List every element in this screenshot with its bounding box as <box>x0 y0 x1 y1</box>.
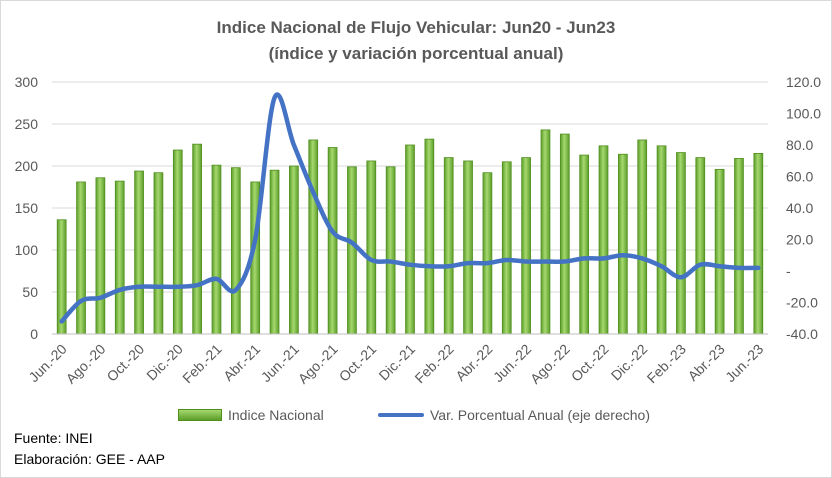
legend-bars: Indice Nacional <box>178 407 324 423</box>
y-left-tick-label: 50 <box>22 284 38 300</box>
bar <box>656 145 667 335</box>
legend-bar-swatch <box>178 409 222 421</box>
x-tick-label: Feb.-23 <box>644 341 690 387</box>
bar <box>598 145 609 335</box>
y-right-tick-label: -40.0 <box>786 326 818 342</box>
bar <box>463 160 473 335</box>
bar <box>676 152 686 335</box>
credit-note: Elaboración: GEE - AAP <box>14 451 165 467</box>
bar <box>501 161 512 335</box>
x-tick-label: Oct.-22 <box>568 341 612 385</box>
bar <box>269 169 280 335</box>
bar <box>405 144 415 335</box>
bar <box>443 157 454 335</box>
x-tick-label: Jun.-23 <box>722 341 766 385</box>
y-left-tick-label: 0 <box>30 326 38 342</box>
x-tick-label: Abr.-21 <box>220 341 263 384</box>
x-tick-label: Feb.-22 <box>411 341 457 387</box>
x-tick-label: Feb.-21 <box>179 341 225 387</box>
x-tick-label: Ago.-21 <box>295 341 341 387</box>
y-left-tick-label: 250 <box>15 116 39 132</box>
x-tick-label: Oct.-20 <box>103 341 147 385</box>
bar <box>289 165 299 335</box>
variation-line <box>59 92 761 324</box>
bar <box>308 139 319 335</box>
legend-line: Var. Porcentual Anual (eje derecho) <box>378 407 650 423</box>
bar <box>579 154 590 335</box>
bar <box>192 143 202 335</box>
y-right-tick-label: -20.0 <box>786 295 818 311</box>
y-left-tick-label: 300 <box>15 74 39 90</box>
bar <box>618 153 628 335</box>
x-tick-label: Ago.-20 <box>63 341 109 387</box>
bar <box>76 181 86 335</box>
bar <box>734 158 744 335</box>
bar <box>385 166 396 335</box>
source-note: Fuente: INEI <box>14 430 93 446</box>
bar <box>153 172 164 335</box>
bar <box>347 166 357 335</box>
x-tick-label: Ago.-22 <box>527 341 573 387</box>
bar <box>366 160 377 335</box>
bar <box>559 133 570 335</box>
y-left-tick-label: 150 <box>15 200 39 216</box>
x-tick-label: Jun.-21 <box>258 341 302 385</box>
bar <box>134 170 144 335</box>
bar <box>637 139 648 335</box>
bar <box>327 147 338 335</box>
x-tick-label: Jun.-20 <box>25 341 69 385</box>
bar <box>482 172 493 335</box>
x-tick-label: Dic.-21 <box>375 341 418 384</box>
y-right-tick-label: 100.0 <box>786 106 821 122</box>
bar <box>753 152 764 335</box>
bar <box>95 177 106 335</box>
bar <box>714 168 725 335</box>
legend-bar-label: Indice Nacional <box>228 407 324 423</box>
bar <box>695 157 706 335</box>
bar <box>114 180 125 335</box>
chart-subtitle: (índice y variación porcentual anual) <box>268 44 564 63</box>
x-tick-label: Abr.-23 <box>685 341 728 384</box>
y-right-tick-label: 40.0 <box>786 200 813 216</box>
bar <box>211 164 222 335</box>
x-tick-label: Abr.-22 <box>452 341 495 384</box>
bar <box>230 167 241 335</box>
y-right-tick-label: 60.0 <box>786 169 813 185</box>
bar <box>424 138 435 335</box>
legend-line-swatch <box>378 413 424 417</box>
legend-line-label: Var. Porcentual Anual (eje derecho) <box>430 407 650 423</box>
x-tick-label: Jun.-22 <box>490 341 534 385</box>
y-right-tick-label: 80.0 <box>786 137 813 153</box>
y-right-tick-label: 20.0 <box>786 232 813 248</box>
x-tick-label: Dic.-22 <box>608 341 651 384</box>
y-left-tick-label: 100 <box>15 242 39 258</box>
y-left-tick-label: 200 <box>15 158 39 174</box>
chart-title: Indice Nacional de Flujo Vehicular: Jun2… <box>216 18 616 37</box>
bar <box>172 149 183 335</box>
bar <box>521 157 531 335</box>
y-right-tick-label: 120.0 <box>786 74 821 90</box>
x-tick-label: Dic.-20 <box>143 341 186 384</box>
y-right-tick-label: - <box>786 263 791 279</box>
bar <box>540 129 551 335</box>
x-tick-label: Oct.-21 <box>336 341 380 385</box>
